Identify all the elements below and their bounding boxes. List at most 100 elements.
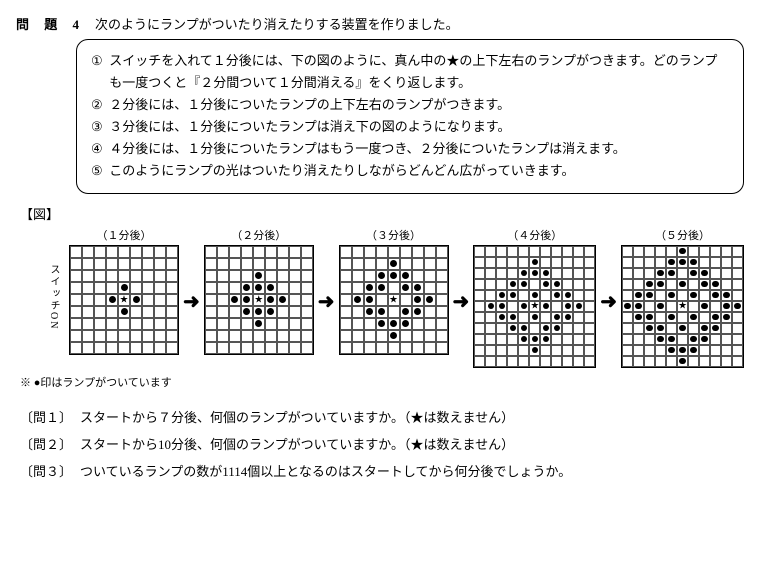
- grid-cell: [688, 312, 699, 323]
- grid-cell: [118, 294, 130, 306]
- grid-cell: [721, 345, 732, 356]
- grid-cell: [217, 318, 229, 330]
- grid-cell: [699, 345, 710, 356]
- grid-cell: [301, 318, 313, 330]
- grid-cell: [118, 306, 130, 318]
- grid-cell: [644, 290, 655, 301]
- grid-cell: [622, 323, 633, 334]
- grid-cell: [436, 318, 448, 330]
- grid-cell: [154, 306, 166, 318]
- grid-cell: [154, 270, 166, 282]
- grid-cell: [289, 342, 301, 354]
- grid-cell: [644, 312, 655, 323]
- grid-cell: [166, 282, 178, 294]
- grid-cell: [485, 356, 496, 367]
- grid-cell: [277, 330, 289, 342]
- grid-cell: [205, 306, 217, 318]
- grid-cell: [551, 312, 562, 323]
- grid-cell: [376, 294, 388, 306]
- grid-cell: [241, 342, 253, 354]
- grid-cell: [142, 258, 154, 270]
- grid-cell: [540, 312, 551, 323]
- grid-cell: [217, 246, 229, 258]
- grid-cell: [677, 356, 688, 367]
- grid-cell: [388, 318, 400, 330]
- grid-cell: [352, 258, 364, 270]
- grid-cell: [677, 345, 688, 356]
- grid-cell: [529, 334, 540, 345]
- grid-cell: [562, 312, 573, 323]
- grid-cell: [376, 318, 388, 330]
- grid-cell: [540, 356, 551, 367]
- grid-cell: [551, 356, 562, 367]
- grid-cell: [412, 342, 424, 354]
- grid-cell: [573, 279, 584, 290]
- grid-cell: [130, 246, 142, 258]
- grid-cell: [82, 258, 94, 270]
- grid-cell: [518, 356, 529, 367]
- grid-cell: [166, 306, 178, 318]
- grid-cell: [562, 268, 573, 279]
- grid-cell: [70, 330, 82, 342]
- grid-cell: [710, 268, 721, 279]
- grid-cell: [130, 306, 142, 318]
- grid-cell: [118, 246, 130, 258]
- rule-marker: ③: [91, 116, 109, 138]
- grid-cell: [388, 246, 400, 258]
- grid-cell: [721, 246, 732, 257]
- grid-cell: [82, 306, 94, 318]
- grid-cell: [436, 306, 448, 318]
- grid-cell: [573, 312, 584, 323]
- grid-cell: [364, 294, 376, 306]
- rule-text: ３分後には、１分後についたランプは消え下の図のようになります。: [109, 116, 729, 138]
- grid-cell: [584, 345, 595, 356]
- question-tag: 〔問１〕: [20, 404, 72, 431]
- grid-cell: [529, 290, 540, 301]
- grid-cell: [340, 294, 352, 306]
- grid-cell: [340, 318, 352, 330]
- grid-cell: [376, 258, 388, 270]
- grid-cell: [436, 246, 448, 258]
- grid-cell: [721, 290, 732, 301]
- question-line: 〔問３〕ついているランプの数が1114個以上となるのはスタートしてから何分後でし…: [20, 458, 754, 485]
- grid-cell: [277, 258, 289, 270]
- grid-cell: [633, 356, 644, 367]
- grid-cell: [699, 290, 710, 301]
- problem-header: 問 題 4 次のようにランプがついたり消えたりする装置を作りました。: [16, 14, 754, 33]
- grid-cell: [106, 294, 118, 306]
- grid-cell: [364, 258, 376, 270]
- grid-cell: [540, 323, 551, 334]
- grid-cell: [551, 334, 562, 345]
- grid-cell: [301, 258, 313, 270]
- grid-cell: [364, 282, 376, 294]
- grid-cell: [699, 334, 710, 345]
- grid-cell: [142, 342, 154, 354]
- lamp-grid: [339, 245, 449, 355]
- grid-time-label: （４分後）: [507, 227, 562, 243]
- grid-cell: [265, 306, 277, 318]
- grid-cell: [584, 290, 595, 301]
- grid-cell: [633, 279, 644, 290]
- grid-cell: [106, 258, 118, 270]
- grid-cell: [644, 323, 655, 334]
- grid-cell: [633, 312, 644, 323]
- grid-cell: [277, 270, 289, 282]
- grid-cell: [70, 318, 82, 330]
- lamp-grid: [69, 245, 179, 355]
- grid-cell: [540, 246, 551, 257]
- grid-cell: [106, 318, 118, 330]
- rule-item: ②２分後には、１分後についたランプの上下左右のランプがつきます。: [91, 94, 729, 116]
- grid-cell: [265, 270, 277, 282]
- grid-cell: [529, 246, 540, 257]
- grid-cell: [277, 318, 289, 330]
- grid-cell: [732, 268, 743, 279]
- grid-cell: [229, 330, 241, 342]
- grid-cell: [118, 282, 130, 294]
- grid-cell: [352, 270, 364, 282]
- grid-cell: [677, 246, 688, 257]
- grid-cell: [485, 246, 496, 257]
- grid-cell: [666, 279, 677, 290]
- grid-cell: [352, 318, 364, 330]
- grid-cell: [82, 282, 94, 294]
- grid-cell: [241, 282, 253, 294]
